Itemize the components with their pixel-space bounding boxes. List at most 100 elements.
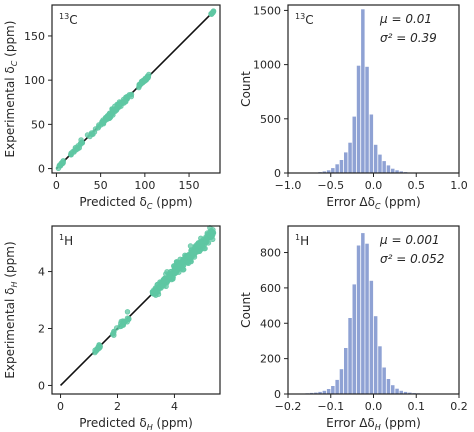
scatter-point [209,232,215,239]
y-tick-label: 1500 [253,4,281,17]
y-axis-label: Count [239,71,253,107]
y-axis-label: Experimental δC (ppm) [3,21,19,158]
y-tick-label: 0 [38,379,45,392]
scatter-point [71,148,77,154]
panel-title: 1H [295,233,309,248]
histogram-bar [382,367,386,394]
y-tick-label: 100 [24,74,45,87]
scatter-point [196,248,203,255]
panel-title: 13C [59,12,78,27]
x-tick-label: 0.5 [408,179,426,192]
histogram-bar [365,66,369,173]
scatter-point [126,92,133,98]
scatter-point [210,8,217,14]
scatter-point [142,78,148,84]
histogram-bar [386,379,391,394]
histogram-bar [326,389,331,394]
scatter-point [154,281,161,288]
x-tick-label: 0.0 [365,179,383,192]
y-tick-label: 4 [38,266,45,279]
scatter-point [111,328,117,335]
scatter-point [145,74,151,80]
histogram-bar [386,165,391,173]
histogram-bar [382,161,386,173]
histogram-bar [331,386,335,394]
axes-frame [51,4,221,174]
y-tick-label: 2 [38,323,45,336]
x-tick-label: 50 [94,179,108,192]
histogram-bar [356,245,361,394]
histogram-bar [314,392,318,394]
histogram-bar [322,390,327,394]
y-tick-label: 150 [24,30,45,43]
histogram-bar [378,346,382,394]
histogram-bar [344,348,348,394]
x-tick-label: 2 [114,400,121,413]
y-tick-label: 0 [274,167,281,180]
histogram-bar [365,243,369,394]
scatter-point [159,283,166,289]
mean-label: μ = 0.01 [379,12,432,26]
x-tick-label: 0.0 [365,400,383,413]
axes-frame [51,225,221,395]
histogram-bar [348,318,352,394]
x-axis-label: Predicted δH (ppm) [79,416,193,432]
mean-label: μ = 0.001 [379,233,440,247]
histogram-bar [399,390,403,394]
x-tick-label: −0.5 [317,179,344,192]
plot-area [296,233,446,394]
histogram-bar [399,171,403,173]
panel-title: 1H [59,233,73,248]
x-tick-label: 4 [171,400,178,413]
x-tick-label: 0.1 [408,400,426,413]
x-tick-label: 1.0 [450,179,468,192]
panel-h1-scatter: 1H 0 2 4 0 2 4 Predicted δH (ppm) Experimental δ… [3,225,221,432]
y-axis-label: Count [239,292,253,328]
y-tick-label: 0 [38,163,45,176]
histogram-bar [339,369,344,394]
histogram-bar [348,142,352,173]
y-tick-label: 0 [274,388,281,401]
y-tick-label: 500 [260,113,281,126]
x-tick-label: 0.2 [450,400,468,413]
scatter-point [187,255,193,261]
panel-c13-scatter: 13C 0 50 100 150 0 50 100 150 Predicted δC (ppm) E… [3,4,221,211]
histogram-bar [344,152,348,173]
panel-c13-hist: μ = 0.01 σ² = 0.39 13C −1.0 −0.5 0.0 0.5 1.0 0 50… [239,4,468,211]
histogram-bar [408,392,412,394]
x-tick-label: −1.0 [275,179,302,192]
scatter-point [92,347,98,353]
y-axis-label: Experimental δH (ppm) [3,241,19,378]
x-tick-label: −0.2 [275,400,302,413]
x-tick-label: 0 [57,400,64,413]
histogram-bar [326,170,331,173]
histogram-bar [403,391,408,394]
scatter-point [77,141,84,148]
histogram-bar [356,65,361,173]
x-tick-label: 150 [179,179,200,192]
histogram-bar [391,385,395,394]
histogram-bar [395,388,399,394]
histogram-bar [361,233,365,394]
variance-label: σ² = 0.052 [380,252,444,266]
scatter-point [124,309,131,315]
histogram-bar [373,144,378,173]
panel-h1-hist: μ = 0.001 σ² = 0.052 1H −0.2 −0.1 0.0 0.1 0.2 0 2… [239,225,468,432]
variance-label: σ² = 0.39 [380,31,437,45]
scatter-point [118,103,124,109]
x-axis-label: Predicted δC (ppm) [79,195,192,211]
y-tick-label: 800 [260,247,281,260]
histogram-bar [352,284,356,394]
histogram-bar [331,168,335,173]
histogram-bar [318,391,322,394]
histogram-bar [339,160,344,173]
histogram-bar [335,379,339,394]
scatter-point [113,325,120,331]
scatter-point [167,274,173,280]
histogram-bar [369,280,374,394]
panel-title: 13C [295,12,314,27]
y-tick-label: 50 [31,118,45,131]
plot-area [59,225,217,387]
scatter-point [202,245,208,252]
histogram-bar [391,168,395,173]
